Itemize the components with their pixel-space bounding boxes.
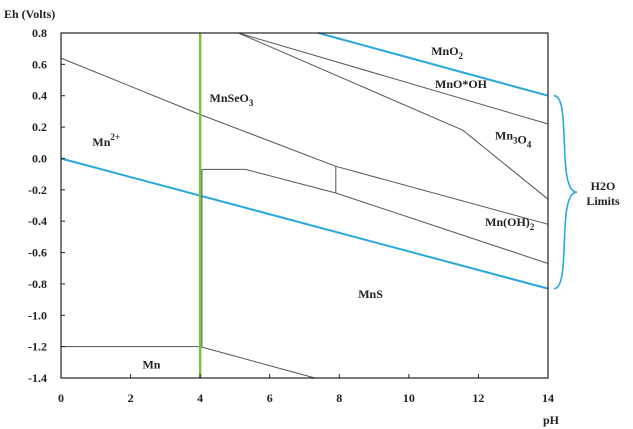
y-tick-label: 0.6: [32, 57, 47, 71]
y-tick-label: 0.4: [32, 89, 47, 103]
x-tick-label: 10: [403, 391, 415, 405]
x-tick-label: 0: [58, 391, 64, 405]
phase-boundaries: [60, 32, 549, 379]
phase-boundary-2: [238, 32, 549, 200]
phase-boundary-7: [199, 346, 316, 379]
x-tick-label: 6: [267, 391, 273, 405]
region-label: Mn: [142, 358, 160, 372]
y-tick-label: -0.8: [28, 277, 47, 291]
x-axis-title: pH: [543, 413, 560, 427]
x-tick-label: 12: [472, 391, 484, 405]
y-tick-label: 0.8: [32, 26, 47, 40]
axis-ticks: 0 2 4 6 8 10 12 14 0.8 0.6 0.4 0.2 0.0 -0.2 -0.4 -0.6 -0…: [28, 26, 554, 405]
y-tick-label: 0.0: [32, 151, 47, 165]
water-limit-line-1: [318, 32, 549, 97]
y-tick-label: -0.6: [28, 246, 47, 260]
x-tick-label: 14: [542, 391, 554, 405]
region-label: Mn3O4: [495, 129, 532, 150]
y-tick-label: -0.2: [28, 183, 47, 197]
y-tick-label: -1.0: [28, 308, 47, 322]
region-label: MnS: [358, 287, 383, 301]
region-label: MnO*OH: [435, 77, 488, 91]
region-label: Mn(OH)2: [485, 215, 535, 232]
y-tick-label: -0.4: [28, 214, 47, 228]
water-limit-line-0: [60, 157, 549, 290]
x-tick-label: 2: [128, 391, 134, 405]
y-tick-label: 0.2: [32, 120, 47, 134]
region-label: Mn2+: [92, 132, 120, 149]
region-label: MnO2: [431, 44, 463, 61]
phase-boundary-0: [60, 57, 549, 225]
region-label: MnSeO3: [210, 91, 254, 108]
phase-boundary-3: [201, 168, 549, 264]
x-tick-label: 8: [336, 391, 342, 405]
phase-boundary-1: [238, 32, 549, 125]
brace-label-line-2: Limits: [586, 194, 620, 208]
y-tick-label: -1.4: [28, 371, 47, 385]
x-tick-label: 4: [197, 391, 203, 405]
brace-label-line-1: H2O: [591, 179, 616, 193]
water-limit-lines: [60, 32, 549, 290]
region-labels: MnO2 MnO*OH MnSeO3 Mn2+ Mn3O4 Mn(OH)2 MnS Mn: [92, 44, 534, 372]
plot-frame: [60, 32, 549, 379]
water-limits-brace: [553, 94, 578, 290]
y-axis-title: Eh (Volts): [4, 7, 55, 21]
y-tick-label: -1.2: [28, 340, 47, 354]
